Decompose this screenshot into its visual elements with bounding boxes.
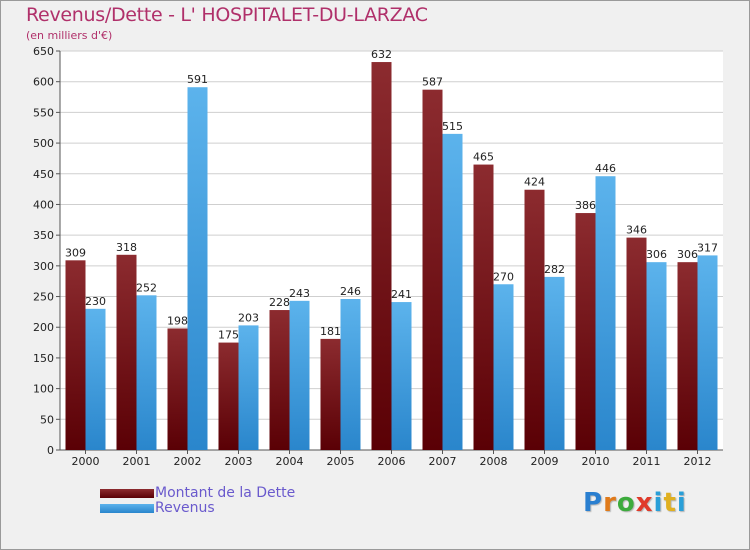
x-tick-label: 2012 [684,455,712,468]
logo-letter: P [583,488,604,518]
y-tick-label: 50 [40,413,54,426]
legend-label-dette: Montant de la Dette [155,485,296,501]
logo-letter: i [653,488,664,518]
data-label-revenus: 591 [187,73,208,86]
bar-dette [524,189,545,450]
logo-letter: o [616,488,636,518]
data-label-dette: 228 [269,296,290,309]
y-tick-label: 150 [33,352,54,365]
bar-revenus [544,276,565,450]
x-tick-label: 2007 [429,455,457,468]
y-tick-label: 550 [33,106,54,119]
x-tick-label: 2003 [225,455,253,468]
bar-dette [575,213,596,450]
proxiti-logo: Proxiti [583,488,687,518]
bar-dette [371,62,392,451]
x-tick-label: 2004 [276,455,304,468]
data-label-revenus: 446 [595,162,616,175]
x-tick-label: 2001 [123,455,151,468]
data-label-revenus: 282 [544,263,565,276]
data-label-revenus: 230 [85,295,106,308]
y-tick-label: 650 [33,45,54,58]
y-tick-label: 350 [33,229,54,242]
data-label-dette: 306 [677,248,698,261]
data-label-dette: 175 [218,329,239,342]
data-label-revenus: 241 [391,288,412,301]
data-label-revenus: 203 [238,311,259,324]
data-label-dette: 309 [65,246,86,259]
data-label-revenus: 246 [340,285,361,298]
y-tick-label: 600 [33,76,54,89]
data-label-dette: 318 [116,241,137,254]
bar-dette [677,262,698,450]
legend-swatch-dette [100,489,154,498]
data-label-dette: 632 [371,48,392,61]
x-tick-label: 2005 [327,455,355,468]
logo-letter: i [676,488,687,518]
y-tick-label: 400 [33,198,54,211]
data-label-dette: 181 [320,325,341,338]
data-label-dette: 587 [422,76,443,89]
x-tick-label: 2006 [378,455,406,468]
bar-dette [320,338,341,450]
logo-letter: r [603,488,617,518]
x-tick-label: 2000 [72,455,100,468]
bar-dette [269,310,290,450]
y-tick-label: 300 [33,260,54,273]
y-tick-label: 0 [47,444,54,457]
bar-revenus [595,176,616,450]
y-tick-label: 450 [33,168,54,181]
logo-letter: t [663,488,677,518]
data-label-revenus: 317 [697,241,718,254]
data-label-revenus: 270 [493,270,514,283]
x-tick-label: 2008 [480,455,508,468]
data-label-revenus: 243 [289,287,310,300]
data-label-dette: 386 [575,199,596,212]
bar-revenus [85,308,106,450]
bar-revenus [697,255,718,450]
y-tick-label: 500 [33,137,54,150]
data-label-dette: 424 [524,176,545,189]
chart-title: Revenus/Dette - L' HOSPITALET-DU-LARZAC [26,4,428,26]
x-tick-label: 2009 [531,455,559,468]
bar-dette [473,164,494,451]
bar-revenus [238,325,259,450]
x-tick-label: 2010 [582,455,610,468]
x-tick-label: 2002 [174,455,202,468]
data-label-revenus: 252 [136,281,157,294]
bar-revenus [289,300,310,450]
data-label-revenus: 515 [442,120,463,133]
bar-dette [116,254,137,450]
x-tick-label: 2011 [633,455,661,468]
y-tick-label: 100 [33,383,54,396]
bar-revenus [187,87,208,451]
legend-swatch-revenus [100,504,154,513]
bar-dette [422,89,443,451]
data-label-dette: 465 [473,151,494,164]
bar-revenus [493,284,514,450]
bar-revenus [442,133,463,450]
bar-revenus [136,295,157,450]
data-label-revenus: 306 [646,248,667,261]
data-label-dette: 198 [167,314,188,327]
bar-dette [167,328,188,450]
data-label-dette: 346 [626,224,647,237]
y-tick-label: 200 [33,321,54,334]
bar-revenus [340,298,361,450]
legend-label-revenus: Revenus [155,500,215,516]
bar-dette [626,237,647,450]
logo-letter: x [635,488,654,518]
bar-dette [218,342,239,450]
bar-revenus [646,262,667,450]
chart-subtitle: (en milliers d'€) [26,29,113,42]
bar-dette [65,260,86,450]
y-tick-label: 250 [33,291,54,304]
bar-revenus [391,302,412,450]
